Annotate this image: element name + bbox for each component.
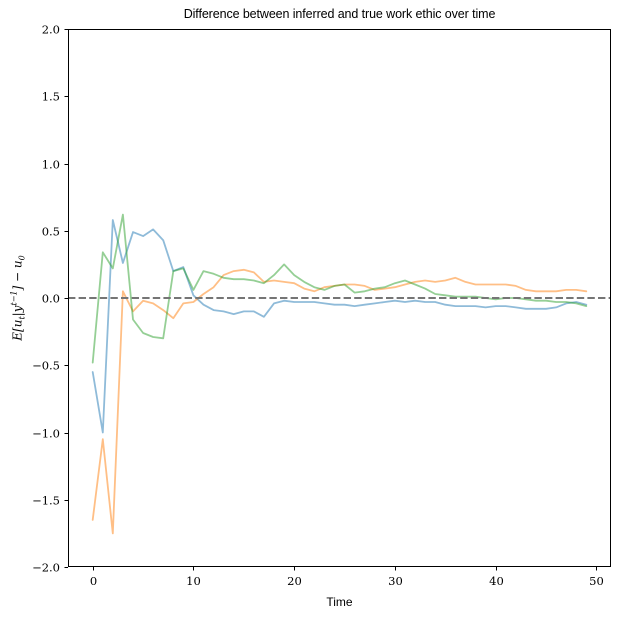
y-tick-label: 2.0 [42, 23, 60, 37]
y-tick-label: 0.5 [42, 225, 60, 239]
ylabel-sup-t1: t−1 [9, 290, 19, 306]
x-tick-label: 50 [589, 574, 604, 588]
ylabel-mid: |y [10, 305, 25, 317]
x-tick-label: 20 [287, 574, 302, 588]
ylabel-pre: E[u [10, 319, 25, 341]
chart-title: Difference between inferred and true wor… [183, 7, 496, 21]
x-tick-label: 30 [388, 574, 403, 588]
y-axis-label: E[ut|yt−1] − u0 [9, 255, 26, 340]
y-tick-label: 0.0 [42, 292, 60, 306]
series-blue-line [91, 219, 588, 434]
y-tick-label: 1.5 [42, 90, 60, 104]
y-tick-label: −1.5 [32, 494, 60, 508]
series-green-line [91, 213, 588, 364]
y-tick-label: −1.0 [32, 427, 60, 441]
ylabel-sub-0: 0 [17, 255, 27, 261]
y-tick-label: −0.5 [32, 359, 60, 373]
y-tick-label: −2.0 [32, 561, 60, 575]
x-tick-label: 10 [186, 574, 201, 588]
x-tick-label: 40 [489, 574, 504, 588]
ylabel-post: ] − u [10, 260, 25, 291]
ylabel-sub-t: t [17, 316, 27, 320]
x-axis-label: Time [326, 595, 353, 609]
axes-frame [68, 29, 611, 567]
x-tick-label: 0 [90, 574, 97, 588]
y-tick-label: 1.0 [42, 158, 60, 172]
